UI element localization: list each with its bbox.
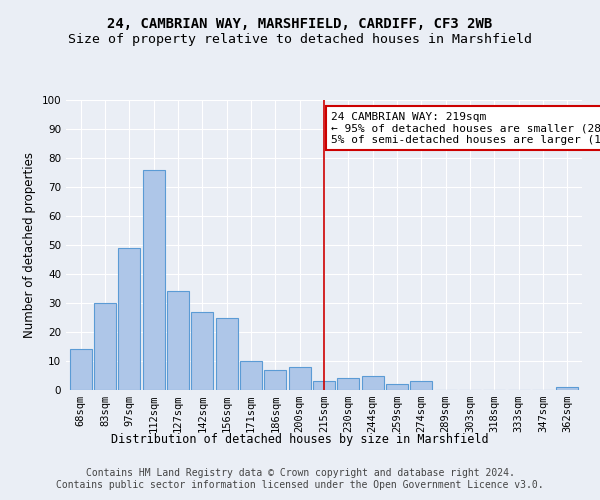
Bar [386,384,408,390]
Text: Contains HM Land Registry data © Crown copyright and database right 2024.
Contai: Contains HM Land Registry data © Crown c… [56,468,544,490]
Bar [118,248,140,390]
Text: Size of property relative to detached houses in Marshfield: Size of property relative to detached ho… [68,32,532,46]
Bar [556,387,578,390]
Bar [215,318,238,390]
Bar [289,367,311,390]
Bar [410,382,433,390]
Text: 24, CAMBRIAN WAY, MARSHFIELD, CARDIFF, CF3 2WB: 24, CAMBRIAN WAY, MARSHFIELD, CARDIFF, C… [107,18,493,32]
Bar [191,312,213,390]
Bar [167,292,189,390]
Text: 24 CAMBRIAN WAY: 219sqm
← 95% of detached houses are smaller (280)
5% of semi-de: 24 CAMBRIAN WAY: 219sqm ← 95% of detache… [331,112,600,145]
Text: Distribution of detached houses by size in Marshfield: Distribution of detached houses by size … [111,432,489,446]
Y-axis label: Number of detached properties: Number of detached properties [23,152,36,338]
Bar [143,170,164,390]
Bar [362,376,383,390]
Bar [70,350,92,390]
Bar [313,382,335,390]
Bar [265,370,286,390]
Bar [94,303,116,390]
Bar [240,361,262,390]
Bar [337,378,359,390]
